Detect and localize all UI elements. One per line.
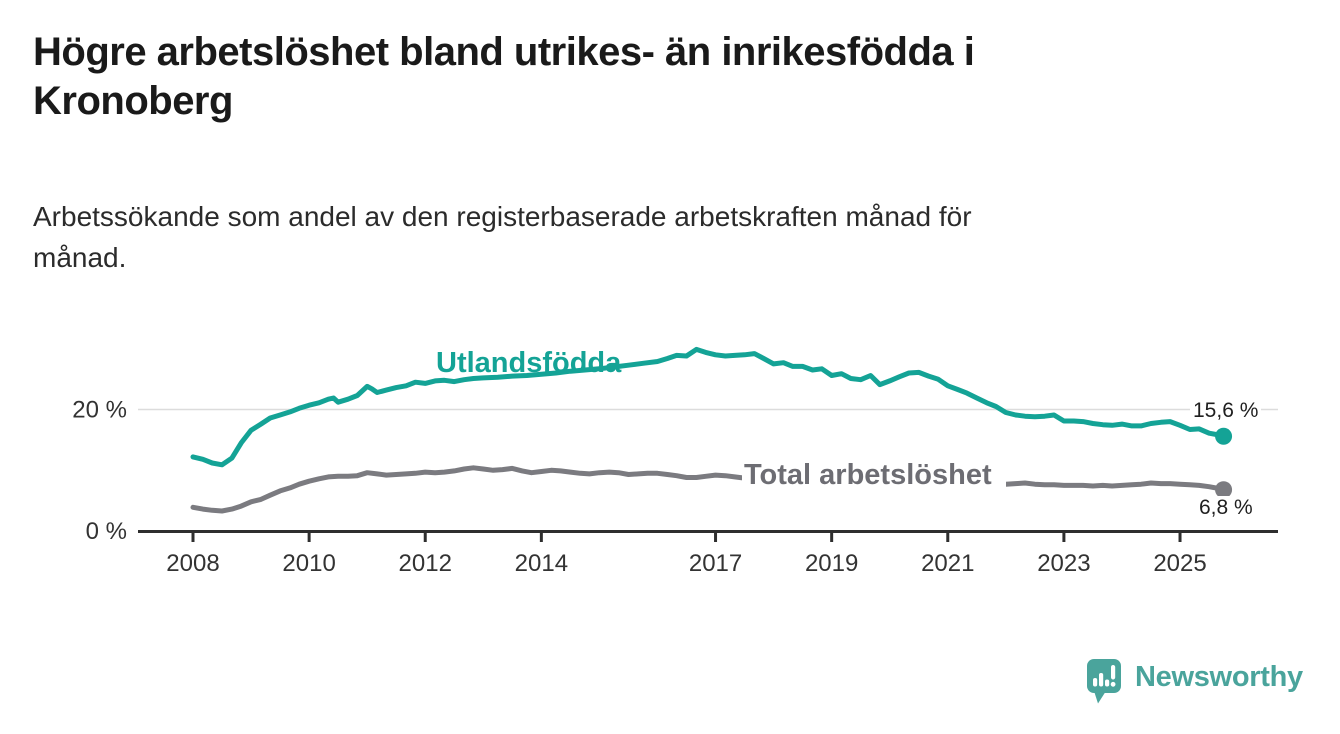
x-tick-label-2012: 2012 (399, 550, 452, 577)
page-title: Högre arbetslöshet bland utrikes- än inr… (33, 28, 1293, 126)
x-tick-label-2019: 2019 (805, 550, 858, 577)
series-line-utlandsfodda (190, 346, 1227, 468)
y-tick-label-20: 20 % (72, 397, 127, 424)
series-line-total-arbetsloshet (190, 465, 1227, 514)
end-value-label-utlandsfodda: 15,6 % (1190, 399, 1262, 423)
newsworthy-logo: Newsworthy (1086, 658, 1303, 704)
x-tick-label-2008: 2008 (166, 550, 219, 577)
series-end-dot-total-arbetsloshet (1215, 481, 1233, 499)
page-title-line-2: Kronoberg (33, 79, 233, 123)
x-tick-label-2014: 2014 (515, 550, 568, 577)
newsworthy-speech-bubble-chart-icon (1087, 659, 1121, 704)
x-tick-label-2021: 2021 (921, 550, 974, 577)
newsworthy-logo-text: Newsworthy (1135, 661, 1303, 693)
chart-subtitle-line-2: månad. (33, 242, 127, 273)
chart-subtitle-line-1: Arbetssökande som andel av den registerb… (33, 201, 972, 232)
x-tick-label-2010: 2010 (282, 550, 335, 577)
chart-subtitle: Arbetssökande som andel av den registerb… (33, 196, 1293, 278)
series-label-total-arbetsloshet: Total arbetslöshet (742, 459, 1006, 496)
x-tick-label-2017: 2017 (689, 550, 742, 577)
x-tick-label-2025: 2025 (1153, 550, 1206, 577)
page-title-line-1: Högre arbetslöshet bland utrikes- än inr… (33, 30, 975, 74)
x-tick-label-2023: 2023 (1037, 550, 1090, 577)
end-value-label-total: 6,8 % (1196, 496, 1256, 520)
series-end-dot-utlandsfodda (1215, 427, 1233, 445)
series-label-utlandsfodda: Utlandsfödda (436, 347, 622, 379)
y-tick-label-0: 0 % (86, 518, 127, 545)
